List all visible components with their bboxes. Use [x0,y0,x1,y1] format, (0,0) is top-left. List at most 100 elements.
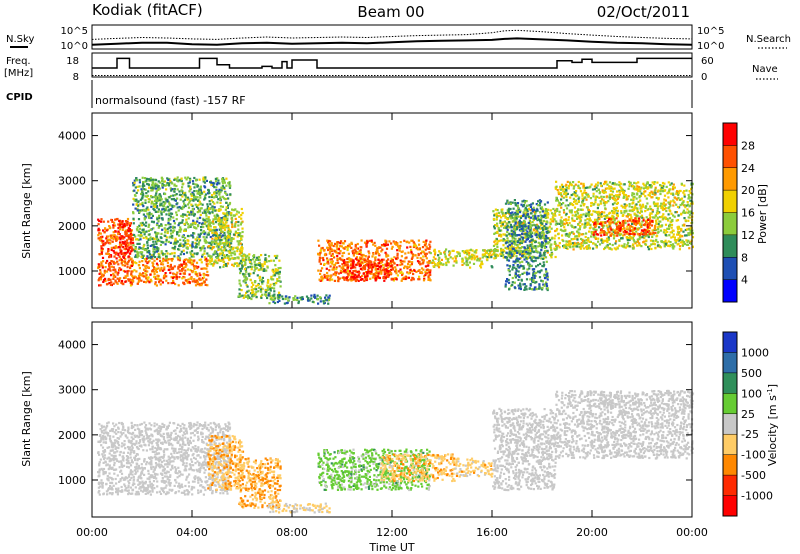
power-cell [155,223,159,227]
power-cell [343,276,346,280]
power-cell [191,180,195,183]
power-cell [481,262,484,266]
power-cell [510,214,513,217]
power-cell [165,188,168,191]
power-cell [327,302,330,305]
power-cell [140,192,143,196]
power-cell [348,272,352,275]
noise-search-label: N.Search [746,34,791,45]
power-cell [514,243,517,246]
power-cell [100,264,103,267]
power-cell [360,246,363,249]
power-cell [146,182,149,186]
power-cell [228,186,232,189]
power-cell [269,298,272,301]
power-cell [101,256,105,259]
power-cell [496,241,499,244]
power-cell [202,176,205,179]
power-cell [213,262,216,265]
power-cell [236,246,239,249]
power-cell [326,257,329,260]
power-cell [196,204,199,207]
power-cell [169,223,172,226]
power-cell [161,184,164,187]
power-cell [349,264,353,267]
power-cell [522,267,526,270]
power-cell [99,235,102,239]
power-cell [340,245,343,248]
power-cell [240,237,243,240]
power-cell [185,221,188,224]
power-cell [137,189,140,192]
power-cell [358,252,361,255]
power-cell [541,222,544,225]
power-cell [199,202,202,205]
power-cell [521,240,524,243]
power-cell [117,227,120,230]
power-cell [537,241,540,244]
power-cell [156,240,159,243]
power-cell [171,236,174,240]
power-cell [164,272,167,275]
power-cell [133,179,136,182]
power-cell [137,274,141,278]
power-cell [225,177,228,180]
power-cell [533,288,536,291]
power-cell [635,241,638,244]
power-cell [156,257,159,261]
power-cell [260,280,264,284]
power-cell [208,224,211,227]
power-cell [545,210,549,213]
power-cell [217,209,220,212]
power-cell [655,220,658,223]
power-cell [667,213,670,216]
power-cell [410,257,413,260]
power-cell [159,203,162,206]
power-cell [267,281,270,284]
power-cell [301,297,304,300]
power-cell [536,219,539,222]
power-cell [102,280,105,283]
power-cell [612,233,615,236]
power-cell [672,204,675,207]
power-cell [317,302,320,305]
power-cell [210,255,213,258]
power-cell [394,242,397,245]
power-cell [380,244,384,247]
power-cell [178,205,181,209]
power-cell [161,179,164,183]
power-cell [107,250,110,253]
power-cell [470,255,473,258]
power-cell [413,269,416,272]
power-cell [226,206,229,210]
power-cell [99,232,102,235]
power-cell [439,262,443,265]
power-cell [555,229,558,232]
power-cell [532,246,535,249]
power-cell [147,190,150,193]
power-cell [272,274,275,277]
power-cell [223,212,226,215]
power-cell [544,208,548,211]
power-cell [538,233,542,236]
power-cell [351,276,354,279]
power-cell [164,224,167,227]
power-cell [281,297,284,301]
power-cell [108,268,111,271]
power-cell [438,250,441,253]
power-cell [377,253,380,256]
power-cell [217,248,220,251]
power-cell [231,257,234,260]
power-cell [568,231,571,235]
power-cell [543,277,547,280]
power-cell [496,209,499,212]
power-cell [409,264,412,267]
power-cell [382,276,385,279]
power-cell [221,251,224,254]
power-cell [111,240,114,243]
power-cell [530,224,533,227]
power-cell [349,270,352,273]
power-cell [270,275,273,278]
power-cell [176,202,179,205]
power-cell [176,256,179,259]
